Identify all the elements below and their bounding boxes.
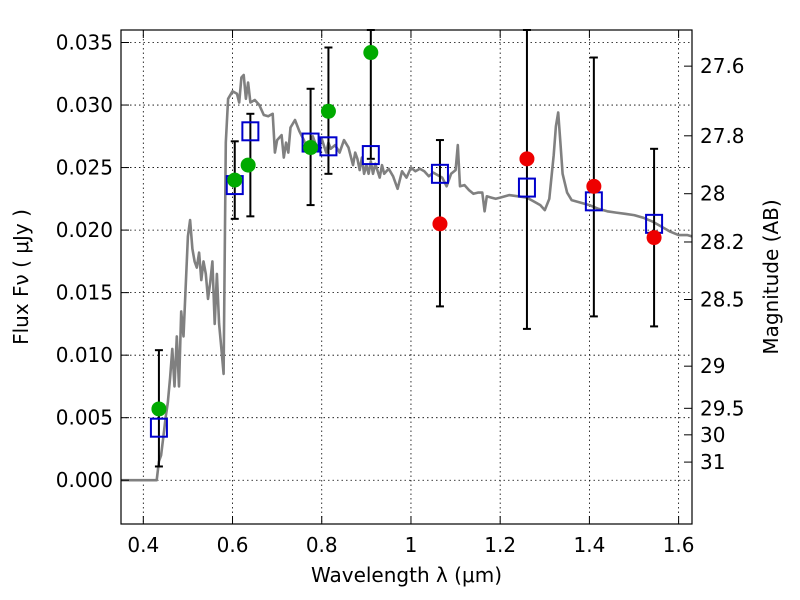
magnitude-axis-ticks: 27.6 27.8 28 28.2 28.5 29 29.5 30 31: [684, 54, 745, 474]
y-tick-label: 0.030: [56, 93, 113, 117]
green-band-point: [227, 172, 243, 188]
model-band-flux-series: [151, 45, 662, 417]
magnitude-axis-title: Magnitude (AB): [759, 199, 783, 354]
x-tick-label: 0.6: [217, 533, 249, 557]
y-tick-label: 0.000: [56, 468, 113, 492]
x-axis-ticks: 0.4 0.6 0.8 1 1.2 1.4 1.6: [127, 30, 695, 557]
sed-model-series: [121, 73, 693, 482]
x-axis-title: Wavelength λ (μm): [311, 563, 502, 587]
y-tick-label: 0.035: [56, 31, 113, 55]
observed-flux-square: [430, 163, 449, 184]
observed-flux-square: [361, 145, 380, 166]
magnitude-tick-label: 29.5: [700, 396, 745, 420]
x-tick-label: 0.8: [306, 533, 338, 557]
x-tick-label: 1.6: [663, 533, 695, 557]
observed-flux-square: [149, 417, 168, 438]
y-tick-label: 0.005: [56, 406, 113, 430]
red-band-point: [519, 151, 535, 167]
magnitude-tick-label: 30: [700, 423, 725, 447]
x-tick-label: 1.4: [573, 533, 605, 557]
observed-flux-series: [149, 121, 664, 438]
observed-flux-square: [319, 136, 338, 157]
magnitude-tick-label: 28: [700, 182, 725, 206]
y-tick-label: 0.010: [56, 343, 113, 367]
green-band-point: [320, 103, 336, 119]
red-band-point: [646, 230, 662, 246]
green-band-point: [363, 45, 379, 61]
y-tick-label: 0.020: [56, 218, 113, 242]
magnitude-tick-label: 27.8: [700, 124, 745, 148]
sed-model-line: [121, 73, 693, 482]
y-axis-title: Flux Fν ( μJy ): [9, 209, 33, 345]
red-band-point: [432, 216, 448, 232]
red-band-point: [586, 178, 602, 194]
x-tick-label: 1: [405, 533, 418, 557]
observed-flux-square: [241, 121, 260, 142]
green-band-point: [303, 140, 319, 156]
x-tick-label: 0.4: [127, 533, 159, 557]
plot-frame: [120, 29, 693, 525]
y-tick-label: 0.015: [56, 281, 113, 305]
y-tick-label: 0.025: [56, 156, 113, 180]
observed-flux-square: [517, 177, 536, 198]
magnitude-tick-label: 28.5: [700, 288, 745, 312]
x-tick-label: 1.2: [484, 533, 516, 557]
green-band-point: [240, 157, 256, 173]
magnitude-tick-label: 31: [700, 450, 725, 474]
magnitude-tick-label: 27.6: [700, 54, 745, 78]
magnitude-tick-label: 28.2: [700, 230, 745, 254]
green-band-point: [151, 401, 167, 417]
y-axis-ticks: 0.000 0.005 0.010 0.015 0.020 0.025 0.030 0.035: [56, 31, 129, 492]
magnitude-tick-label: 29: [700, 354, 725, 378]
